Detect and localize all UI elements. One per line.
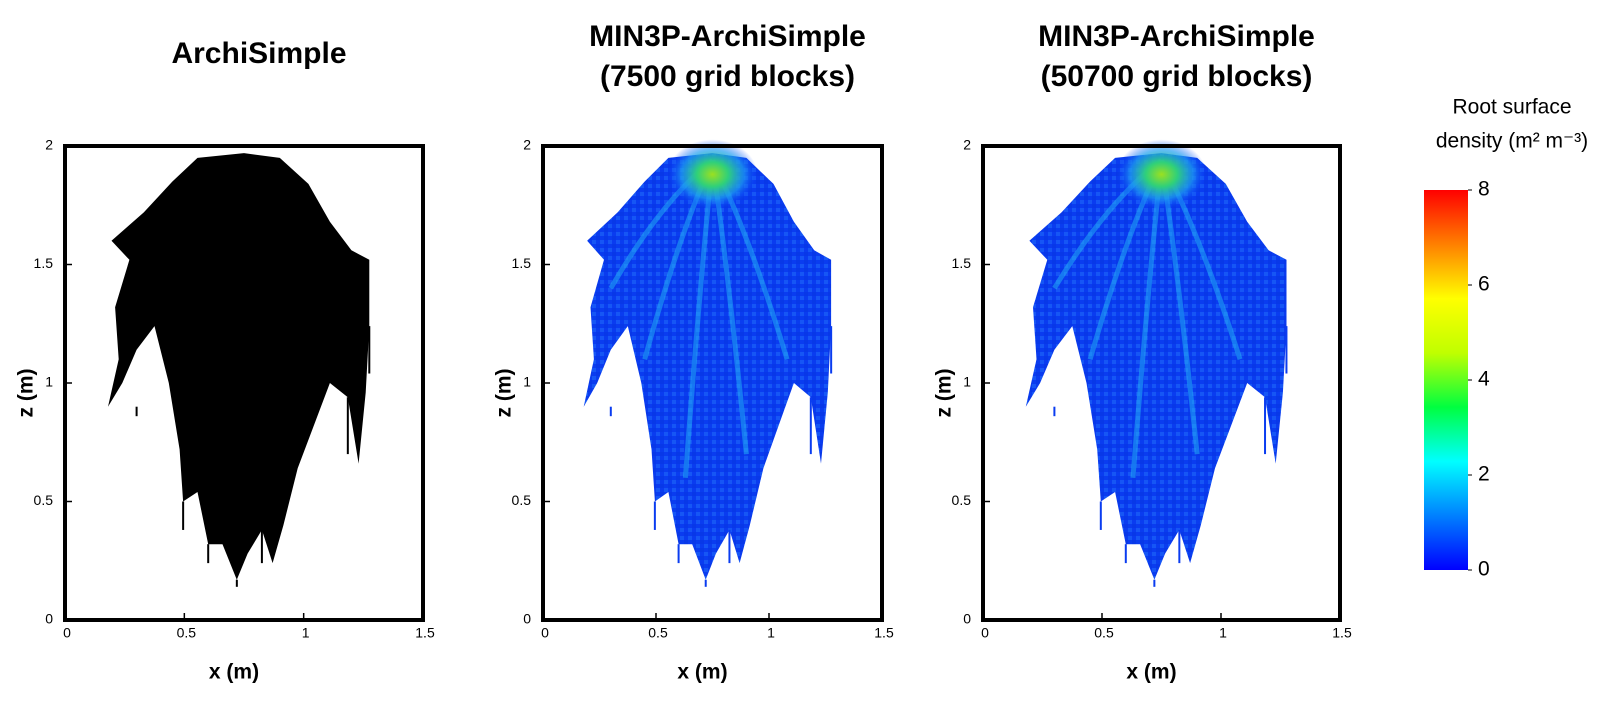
y-tick-label: 1.5 bbox=[512, 255, 532, 271]
colorbar-tick-label: 6 bbox=[1478, 273, 1490, 296]
y-tick-label: 2 bbox=[45, 137, 53, 153]
colorbar-tick-label: 4 bbox=[1478, 368, 1490, 391]
density-hotspot bbox=[667, 139, 758, 210]
y-tick-label: 0.5 bbox=[952, 492, 972, 508]
colorbar-label: Root surface bbox=[1452, 96, 1571, 119]
x-axis-label: x (m) bbox=[209, 661, 259, 684]
root-image bbox=[1025, 139, 1288, 587]
y-tick-label: 2 bbox=[963, 137, 971, 153]
y-tick-label: 0.5 bbox=[34, 492, 54, 508]
y-axis-label: z (m) bbox=[493, 369, 516, 418]
root-silhouette bbox=[1025, 153, 1287, 580]
x-tick-label: 1.5 bbox=[874, 625, 894, 641]
x-tick-label: 0.5 bbox=[1094, 625, 1114, 641]
chart-title: MIN3P-ArchiSimple bbox=[589, 20, 866, 53]
x-axis-label: x (m) bbox=[1126, 661, 1176, 684]
y-tick-label: 0 bbox=[963, 611, 971, 627]
chart-title: ArchiSimple bbox=[171, 37, 346, 70]
x-tick-label: 1 bbox=[767, 625, 775, 641]
colorbar-tick-label: 2 bbox=[1478, 463, 1490, 486]
root-image bbox=[583, 139, 833, 587]
colorbar bbox=[1424, 190, 1468, 570]
x-tick-label: 0 bbox=[63, 625, 71, 641]
root-silhouette bbox=[108, 153, 370, 580]
colorbar-tick-label: 8 bbox=[1478, 178, 1490, 201]
density-hotspot bbox=[1116, 139, 1207, 210]
y-tick-label: 1 bbox=[45, 374, 53, 390]
y-axis-label: z (m) bbox=[15, 369, 38, 418]
chart-title: MIN3P-ArchiSimple bbox=[1038, 20, 1315, 53]
y-tick-label: 0 bbox=[45, 611, 53, 627]
x-tick-label: 1 bbox=[1219, 625, 1227, 641]
x-axis-label: x (m) bbox=[677, 661, 727, 684]
x-tick-label: 0 bbox=[541, 625, 549, 641]
root-image bbox=[108, 153, 371, 587]
x-tick-label: 1 bbox=[302, 625, 310, 641]
colorbar-tick-label: 0 bbox=[1478, 558, 1490, 581]
y-tick-label: 1.5 bbox=[34, 255, 54, 271]
y-tick-label: 1 bbox=[963, 374, 971, 390]
x-tick-label: 0.5 bbox=[177, 625, 197, 641]
x-tick-label: 1.5 bbox=[415, 625, 435, 641]
x-tick-label: 0.5 bbox=[648, 625, 668, 641]
chart-title: (50700 grid blocks) bbox=[1041, 60, 1313, 93]
root-silhouette bbox=[583, 153, 832, 580]
colorbar-label: density (m² m⁻³) bbox=[1436, 130, 1588, 153]
x-tick-label: 1.5 bbox=[1332, 625, 1352, 641]
y-tick-label: 1.5 bbox=[952, 255, 972, 271]
x-tick-label: 0 bbox=[981, 625, 989, 641]
y-axis-label: z (m) bbox=[933, 369, 956, 418]
y-tick-label: 0.5 bbox=[512, 492, 532, 508]
chart-title: (7500 grid blocks) bbox=[600, 60, 855, 93]
y-tick-label: 1 bbox=[523, 374, 531, 390]
y-tick-label: 0 bbox=[523, 611, 531, 627]
y-tick-label: 2 bbox=[523, 137, 531, 153]
